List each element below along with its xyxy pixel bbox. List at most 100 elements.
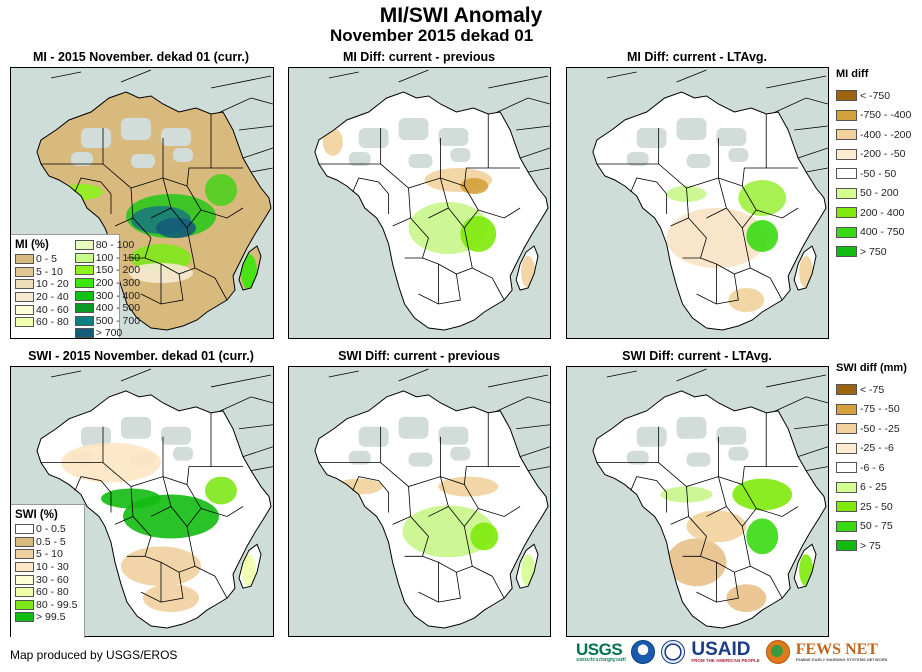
- legend-swi-diff-title: SWI diff (mm): [836, 362, 907, 374]
- panel-title-mi-diff-previous: MI Diff: current - previous: [342, 50, 496, 64]
- legend-swatch: [15, 599, 34, 610]
- no-data-patch: [71, 152, 93, 166]
- country-borders: [318, 412, 521, 603]
- usaid-logo: USAID FROM THE AMERICAN PEOPLE: [691, 640, 759, 664]
- legend-swatch: [836, 226, 857, 238]
- partner-logos: USGS science for a changing world USAID …: [576, 640, 888, 664]
- legend-swatch: [836, 109, 857, 121]
- land-fill: [592, 390, 827, 629]
- legend-label: 60 - 80: [36, 586, 69, 599]
- value-region: [59, 184, 103, 200]
- legend-label: > 750: [860, 245, 887, 258]
- value-region: [746, 518, 779, 555]
- legend-item: 5 - 10: [15, 548, 81, 561]
- value-region: [205, 174, 237, 206]
- value-region: [521, 554, 536, 587]
- no-data-patch: [348, 152, 371, 166]
- legend-item: -75 - -50: [836, 400, 907, 420]
- africa-map: [592, 368, 828, 629]
- legend-item: -6 - 6: [836, 458, 907, 478]
- legend-label: > 700: [95, 327, 123, 340]
- coastline: [36, 91, 272, 331]
- fews-net-logo-text: FEWS NET: [795, 641, 878, 658]
- legend-item: 500 - 700: [74, 315, 140, 328]
- value-region: [438, 476, 499, 497]
- coastline: [592, 91, 827, 331]
- legend-item: > 700: [74, 327, 140, 340]
- legend-swatch: [74, 240, 94, 251]
- legend-item: 5 - 10: [15, 266, 69, 279]
- legend-item: 400 - 500: [74, 302, 140, 315]
- no-data-patch: [408, 154, 433, 168]
- legend-label: 400 - 750: [860, 226, 905, 239]
- legend-item: 0 - 5: [15, 253, 69, 266]
- legend-item: 400 - 750: [836, 223, 911, 243]
- legend-label: -400 - -200: [860, 128, 912, 141]
- legend-swatch: [15, 279, 34, 290]
- legend-mi-title: MI (%): [15, 239, 49, 251]
- no-data-patch: [358, 426, 389, 447]
- legend-swatch: [15, 317, 34, 328]
- no-data-patch: [636, 426, 667, 447]
- no-data-patch: [626, 450, 649, 465]
- no-data-patch: [81, 128, 111, 148]
- africa-map: [36, 69, 273, 331]
- fews-tagline: FAMINE EARLY WARNING SYSTEMS NETWORK: [795, 657, 888, 662]
- panel-title-swi-diff-ltavg: SWI Diff: current - LTAvg.: [622, 349, 772, 363]
- no-data-patch: [358, 128, 389, 148]
- legend-item: -50 - -25: [836, 419, 907, 439]
- value-region: [726, 584, 767, 613]
- africa-map: [36, 368, 273, 629]
- value-region: [732, 478, 793, 511]
- value-region: [746, 220, 779, 252]
- value-region: [666, 208, 767, 268]
- coastline: [36, 390, 272, 629]
- legend-swatch: [15, 254, 34, 265]
- legend-item: 200 - 400: [836, 203, 911, 223]
- panel-title-swi-diff-previous: SWI Diff: current - previous: [338, 349, 500, 363]
- legend-swatch: [836, 423, 857, 435]
- value-region: [402, 505, 495, 558]
- legend-swi-title: SWI (%): [15, 509, 58, 521]
- legend-label: 6 - 25: [860, 481, 887, 494]
- legend-item: > 75: [836, 536, 907, 556]
- value-region: [334, 478, 383, 495]
- neighbor-borders: [606, 69, 828, 173]
- legend-label: 0 - 0.5: [36, 523, 66, 536]
- neighbor-borders: [328, 368, 550, 472]
- legend-item: 25 - 50: [836, 497, 907, 517]
- legend-item: > 99.5: [15, 611, 81, 624]
- legend-label: 25 - 50: [860, 500, 893, 513]
- legend-swatch: [15, 612, 34, 623]
- map-panel-mi-diff-previous: [288, 67, 551, 339]
- no-data-patch: [676, 118, 707, 140]
- legend-label: > 75: [860, 539, 881, 552]
- no-data-patch: [686, 154, 711, 168]
- legend-swatch: [15, 562, 34, 573]
- legend-item: 40 - 60: [15, 303, 69, 316]
- africa-map: [314, 69, 550, 331]
- legend-label: 40 - 60: [36, 303, 69, 316]
- legend-swatch: [74, 252, 94, 263]
- legend-swi-diff: SWI diff (mm) < -75 -75 - -50 -50 - -25 -25…: [836, 362, 907, 556]
- legend-item: 10 - 20: [15, 278, 69, 291]
- no-data-patch: [408, 452, 433, 467]
- legend-label: 200 - 300: [95, 277, 141, 290]
- legend-item: 80 - 100: [74, 239, 140, 252]
- value-region: [666, 538, 727, 587]
- legend-swatch: [74, 290, 94, 301]
- legend-mi-diff: MI diff < -750 -750 - -400 -400 - -200 -200…: [836, 68, 911, 262]
- legend-label: -6 - 6: [860, 461, 885, 474]
- legend-label: 200 - 400: [860, 206, 905, 219]
- no-data-patch: [716, 426, 747, 445]
- legend-swatch: [836, 520, 857, 532]
- legend-swatch: [836, 129, 857, 141]
- noaa-logo-icon: [631, 640, 656, 664]
- legend-label: 0 - 5: [36, 253, 58, 266]
- legend-swatch: [74, 265, 94, 276]
- value-region: [799, 554, 814, 587]
- value-region: [101, 488, 161, 509]
- legend-label: 80 - 99.5: [36, 598, 78, 611]
